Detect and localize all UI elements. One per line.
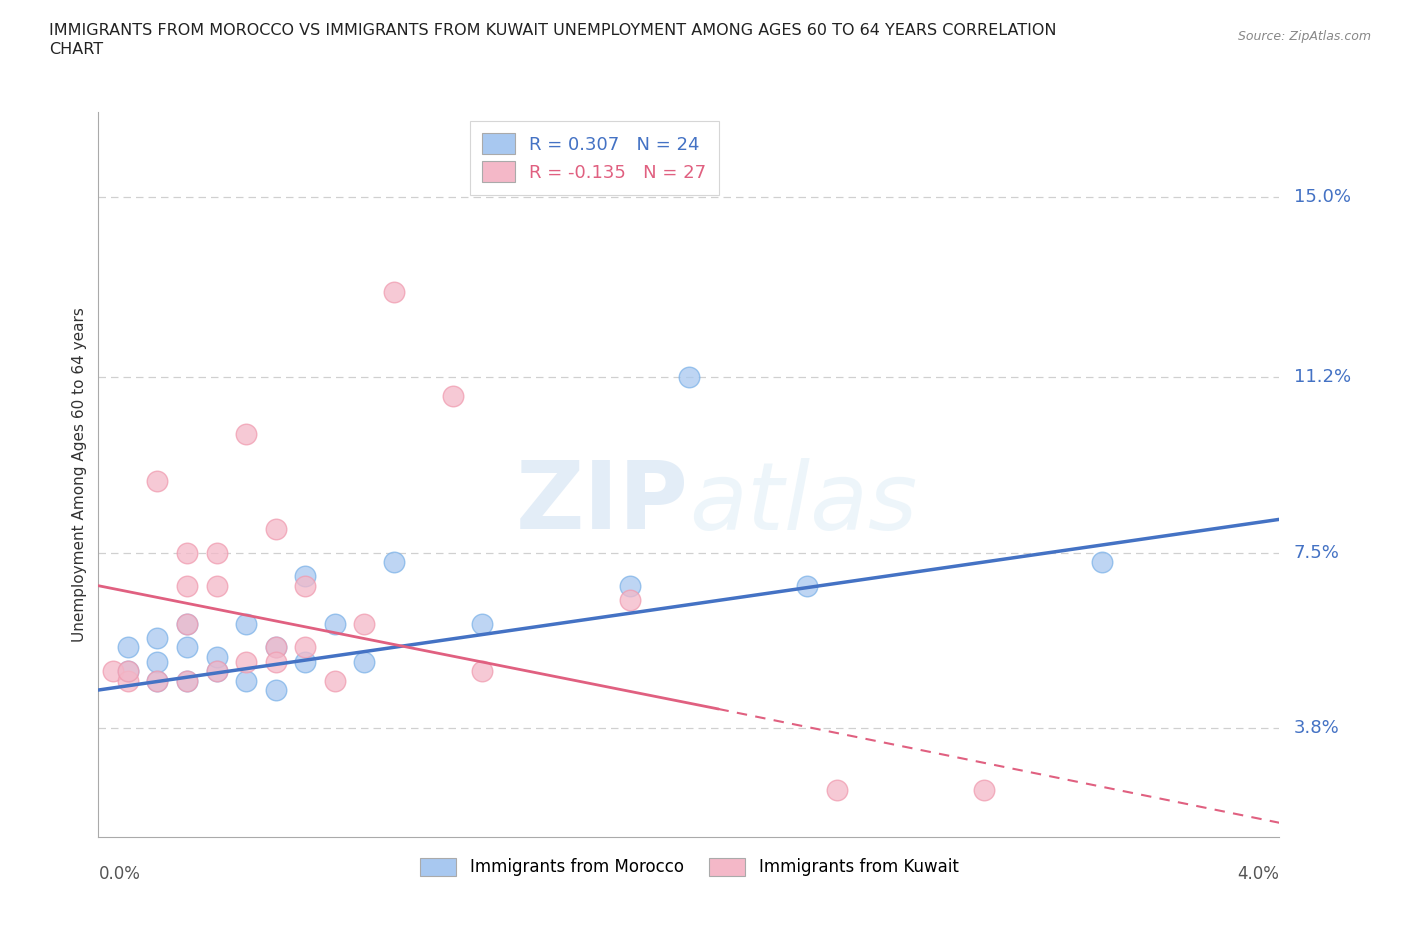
Text: ZIP: ZIP [516, 458, 689, 550]
Point [176, 617, 198, 631]
Point [146, 673, 169, 688]
Point [235, 673, 257, 688]
Point [264, 640, 287, 655]
Point [235, 654, 257, 669]
Point [205, 649, 228, 664]
Point [205, 664, 228, 679]
Point [205, 545, 228, 560]
Point [471, 617, 494, 631]
Point [176, 673, 198, 688]
Point [176, 640, 198, 655]
Point [264, 522, 287, 537]
Text: 11.2%: 11.2% [1294, 368, 1351, 386]
Point [117, 664, 139, 679]
Text: IMMIGRANTS FROM MOROCCO VS IMMIGRANTS FROM KUWAIT UNEMPLOYMENT AMONG AGES 60 TO : IMMIGRANTS FROM MOROCCO VS IMMIGRANTS FR… [49, 23, 1057, 38]
Point [176, 578, 198, 593]
Point [678, 369, 700, 384]
Point [973, 782, 995, 797]
Point [176, 545, 198, 560]
Point [382, 554, 405, 569]
Point [176, 617, 198, 631]
Point [796, 578, 818, 593]
Point [619, 578, 641, 593]
Text: 0.0%: 0.0% [98, 866, 141, 884]
Point [103, 664, 125, 679]
Text: CHART: CHART [49, 42, 103, 57]
Point [619, 592, 641, 607]
Point [323, 673, 346, 688]
Point [294, 569, 316, 584]
Point [205, 578, 228, 593]
Point [825, 782, 848, 797]
Text: 3.8%: 3.8% [1294, 719, 1340, 737]
Text: atlas: atlas [689, 458, 917, 549]
Point [471, 664, 494, 679]
Legend: R = 0.307   N = 24, R = -0.135   N = 27: R = 0.307 N = 24, R = -0.135 N = 27 [470, 121, 718, 195]
Point [146, 631, 169, 645]
Y-axis label: Unemployment Among Ages 60 to 64 years: Unemployment Among Ages 60 to 64 years [72, 307, 87, 642]
Point [235, 617, 257, 631]
Point [117, 664, 139, 679]
Point [353, 617, 375, 631]
Point [146, 654, 169, 669]
Point [294, 578, 316, 593]
Point [1091, 554, 1114, 569]
Point [353, 654, 375, 669]
Point [264, 683, 287, 698]
Point [323, 617, 346, 631]
Point [264, 654, 287, 669]
Text: Source: ZipAtlas.com: Source: ZipAtlas.com [1237, 30, 1371, 43]
Point [294, 640, 316, 655]
Text: 15.0%: 15.0% [1294, 188, 1351, 206]
Point [382, 285, 405, 299]
Point [264, 640, 287, 655]
Point [146, 673, 169, 688]
Point [117, 640, 139, 655]
Text: 7.5%: 7.5% [1294, 543, 1340, 562]
Point [146, 474, 169, 489]
Point [235, 427, 257, 442]
Point [441, 389, 464, 404]
Point [294, 654, 316, 669]
Point [205, 664, 228, 679]
Point [176, 673, 198, 688]
Text: 4.0%: 4.0% [1237, 866, 1279, 884]
Point [117, 673, 139, 688]
